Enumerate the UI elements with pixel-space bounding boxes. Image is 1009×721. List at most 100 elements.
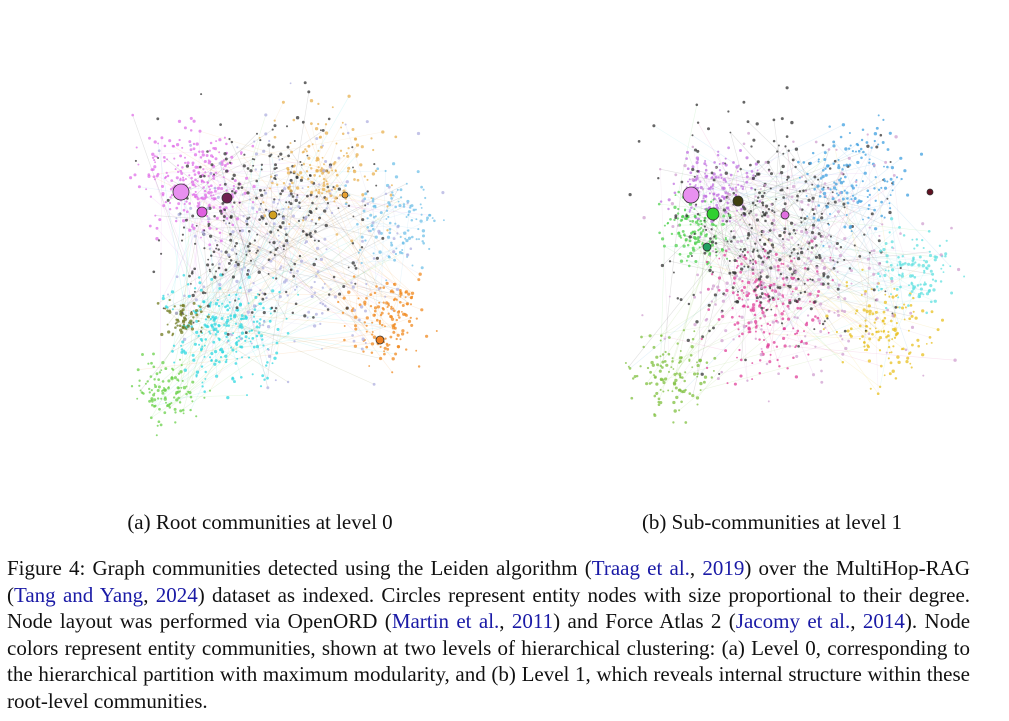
node — [921, 353, 925, 357]
node — [805, 230, 809, 235]
node — [234, 362, 238, 365]
node — [776, 150, 779, 153]
citation-author[interactable]: Martin et al. — [391, 609, 500, 633]
node — [902, 234, 906, 237]
node — [822, 328, 825, 331]
citation-year[interactable]: 2019 — [702, 556, 745, 580]
node — [233, 191, 237, 195]
node — [806, 240, 810, 244]
node — [201, 345, 204, 348]
node — [255, 325, 259, 329]
node — [788, 344, 792, 348]
node — [327, 189, 331, 193]
edge — [172, 145, 413, 294]
citation-year[interactable]: 2014 — [862, 609, 905, 633]
node — [720, 176, 723, 179]
citation-author[interactable]: Traag et al. — [591, 556, 690, 580]
node — [851, 150, 854, 153]
node — [134, 159, 137, 162]
node — [841, 352, 845, 356]
node — [758, 200, 762, 203]
node — [696, 121, 700, 124]
node — [363, 175, 366, 178]
node — [776, 264, 780, 268]
node — [889, 177, 893, 181]
edge — [284, 225, 399, 230]
node — [866, 189, 870, 192]
node — [720, 370, 723, 374]
edge — [695, 179, 807, 192]
node — [782, 230, 786, 234]
edge — [789, 268, 835, 303]
citation-year[interactable]: 2011 — [511, 609, 554, 633]
node — [657, 403, 661, 407]
citation-year[interactable]: 2024 — [155, 582, 198, 607]
node — [768, 298, 772, 301]
node — [885, 351, 888, 354]
node — [323, 282, 326, 285]
node — [799, 306, 803, 310]
node — [744, 256, 748, 261]
node — [417, 365, 421, 368]
node — [282, 216, 286, 220]
edge — [179, 205, 366, 215]
node — [401, 241, 405, 244]
edge — [172, 228, 195, 352]
node — [730, 315, 734, 319]
edge — [869, 227, 900, 276]
node — [763, 242, 767, 246]
node — [165, 401, 167, 404]
node — [844, 346, 848, 351]
node — [234, 299, 237, 302]
node — [712, 198, 715, 201]
node — [794, 346, 797, 349]
node — [262, 324, 265, 327]
edge — [172, 238, 383, 352]
node — [295, 116, 300, 120]
node — [286, 168, 290, 171]
node — [214, 359, 218, 363]
node — [758, 238, 762, 242]
node — [189, 322, 193, 326]
node — [409, 296, 413, 300]
node — [148, 391, 151, 394]
node — [231, 348, 235, 352]
node — [813, 175, 817, 179]
citation-author[interactable]: Tang and Yang — [14, 582, 144, 607]
node — [294, 288, 297, 291]
node — [697, 229, 700, 232]
node — [679, 389, 683, 393]
citation-author[interactable]: Jacomy et al. — [735, 609, 851, 633]
node — [382, 308, 385, 311]
node — [416, 131, 421, 136]
node — [762, 338, 766, 342]
node — [241, 193, 244, 196]
node — [865, 309, 869, 314]
node — [705, 361, 709, 364]
node — [200, 326, 203, 329]
node — [740, 262, 743, 266]
node — [902, 347, 905, 351]
node — [361, 239, 364, 243]
hub-node — [268, 210, 278, 220]
node — [901, 272, 904, 275]
node — [393, 258, 397, 262]
node — [219, 273, 223, 277]
node — [811, 318, 815, 322]
node — [810, 251, 813, 254]
node — [323, 237, 327, 241]
edge — [132, 115, 190, 277]
node — [858, 255, 862, 258]
node — [179, 154, 183, 158]
node — [193, 342, 197, 346]
node — [832, 162, 835, 165]
node — [322, 183, 326, 187]
node — [768, 360, 772, 364]
edge — [774, 181, 844, 213]
node — [231, 275, 235, 279]
edge — [830, 188, 854, 258]
node — [322, 169, 326, 173]
node — [814, 140, 818, 144]
node — [758, 295, 763, 299]
node — [195, 313, 199, 317]
